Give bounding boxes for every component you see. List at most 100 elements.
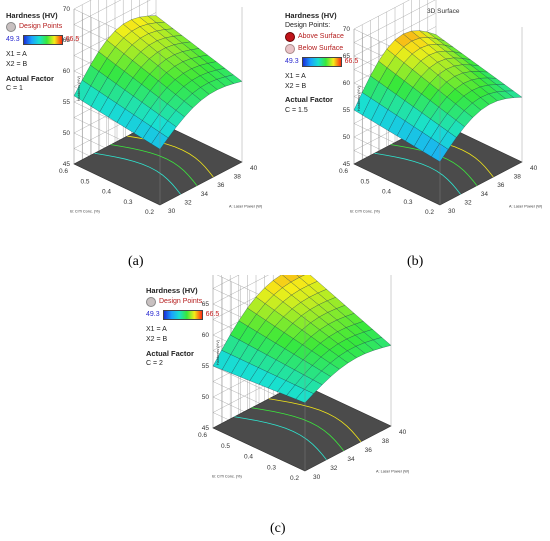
legend-above-surface: Above Surface [285, 31, 358, 42]
z-tick-label: 70 [343, 26, 351, 33]
z-tick-label: 55 [63, 99, 71, 106]
floor-contours [234, 398, 362, 461]
y-tick-label: 0.2 [425, 209, 434, 216]
x1-mapping: X1 = A [6, 51, 27, 59]
range-low: 49.3 [285, 58, 299, 66]
y-axis-label: B: CrTi Conc. (%) [350, 210, 380, 214]
x-tick-label: 34 [481, 191, 489, 198]
below-surface-marker-icon [285, 43, 295, 54]
contour-line [268, 398, 362, 443]
color-ramp-bar [22, 35, 63, 46]
legend-below-surface: Below Surface [285, 43, 358, 54]
contour-line [234, 416, 327, 461]
design-point-label: Design Points [19, 23, 63, 31]
y-tick-label: 0.5 [360, 178, 369, 185]
color-ramp: 49.3 66.5 [285, 56, 359, 67]
x-axis-label: A: Laser Power (W) [509, 205, 543, 209]
surface-chart-c: 45 50 55 60 65 70 Hardness (HV) 30 32 34 36 38 40 A: … [198, 275, 410, 482]
panel-b: 45 50 55 60 65 70 Hardness (HV) 30 32 34 36 38 40 A: … [275, 0, 550, 275]
legend-c: Hardness (HV) Design Points 49.3 66.5 X1… [146, 286, 220, 368]
z-tick-label: 50 [202, 394, 210, 401]
design-points-heading: Design Points: [285, 22, 331, 30]
x1-mapping: X1 = A [285, 72, 306, 80]
z-tick-label: 70 [63, 6, 71, 13]
y-tick-label: 0.3 [403, 199, 412, 206]
wall-grid-line [212, 275, 240, 289]
design-point-marker-icon [6, 22, 16, 33]
legend-b: Hardness (HV) Design Points: Above Surfa… [285, 11, 359, 114]
above-surface-label: Above Surface [298, 33, 344, 41]
y-axis: 0.2 0.3 0.4 0.5 0.6 B: CrTi Conc. (%) [59, 168, 154, 216]
y-tick-label: 0.6 [198, 432, 207, 439]
x-tick-label: 30 [313, 474, 321, 481]
contour-line [94, 152, 181, 195]
x-tick-label: 36 [365, 447, 373, 454]
x-tick-label: 40 [399, 429, 407, 436]
x-tick-label: 40 [250, 165, 258, 172]
x-axis: 30 32 34 36 38 40 A: Laser Power (W) [313, 429, 410, 481]
range-high: 66.5 [344, 58, 359, 66]
range-high: 66.5 [205, 311, 220, 319]
x-axis-label: A: Laser Power (W) [229, 205, 263, 209]
design-point-marker-icon [146, 297, 156, 308]
z-tick-label: 65 [63, 37, 71, 44]
y-tick-label: 0.5 [221, 443, 230, 450]
actual-factor-label: Actual Factor [6, 73, 54, 83]
z-axis: 45 50 55 60 65 70 Hardness (HV) [202, 275, 220, 432]
z-axis: 45 50 55 60 65 70 Hardness (HV) [343, 26, 361, 168]
z-axis-label: Hardness (HV) [77, 75, 81, 101]
range-low: 49.3 [146, 311, 160, 319]
y-tick-label: 0.2 [290, 475, 299, 482]
z-tick-label: 65 [202, 301, 210, 308]
z-tick-label: 60 [63, 68, 71, 75]
panel-a: 45 50 55 60 65 70 Hardness (HV) 30 32 34 36 38 40 A: … [0, 0, 270, 275]
z-tick-label: 50 [63, 130, 71, 137]
legend-design-point: Design Points [6, 22, 79, 33]
y-tick-label: 0.5 [80, 178, 89, 185]
color-ramp-bar [301, 56, 342, 67]
z-tick-label: 60 [343, 80, 351, 87]
color-ramp: 49.3 66.5 [6, 35, 80, 46]
x-tick-label: 38 [514, 174, 522, 181]
y-axis-label: B: CrTi Conc. (%) [70, 210, 100, 214]
z-tick-label: 45 [63, 161, 71, 168]
z-tick-label: 60 [202, 332, 210, 339]
actual-factor-value: C = 2 [146, 359, 163, 367]
y-tick-label: 0.6 [339, 168, 348, 175]
x-tick-label: 30 [448, 208, 456, 215]
x-axis: 30 32 34 36 38 40 A: Laser Power (W) [448, 165, 543, 215]
wall-grid-line [73, 0, 92, 10]
x-tick-label: 32 [330, 465, 338, 472]
y-tick-label: 0.4 [244, 454, 253, 461]
legend-heading: Hardness (HV) [285, 11, 337, 20]
surface-chart-a: 45 50 55 60 65 70 Hardness (HV) 30 32 34 36 38 40 A: … [59, 0, 263, 216]
legend-heading: Hardness (HV) [146, 286, 198, 295]
design-point-label: Design Points [159, 298, 203, 306]
surface-cell [224, 74, 243, 84]
surface-cell [372, 337, 392, 348]
z-tick-label: 45 [202, 425, 210, 432]
z-tick-label: 45 [343, 161, 351, 168]
above-surface-marker-icon [285, 31, 295, 42]
color-ramp: 49.3 66.5 [146, 310, 220, 321]
range-low: 49.3 [6, 36, 20, 44]
actual-factor-value: C = 1 [6, 84, 23, 92]
box-edges [439, 27, 523, 205]
response-surface [212, 275, 392, 403]
y-axis: 0.2 0.3 0.4 0.5 0.6 B: CrTi Conc. (%) [198, 432, 299, 482]
box-edges [159, 7, 243, 205]
y-tick-label: 0.2 [145, 209, 154, 216]
z-axis: 45 50 55 60 65 70 Hardness (HV) [63, 6, 81, 168]
range-high: 66.5 [65, 36, 80, 44]
z-axis-label: Hardness (HV) [216, 339, 220, 365]
x1-mapping: X1 = A [146, 326, 167, 334]
y-axis: 0.2 0.3 0.4 0.5 0.6 B: CrTi Conc. (%) [339, 168, 434, 216]
legend-heading: Hardness (HV) [6, 11, 58, 20]
z-axis-label: Hardness (HV) [357, 85, 361, 111]
x-tick-label: 32 [464, 199, 472, 206]
x-tick-label: 32 [184, 199, 192, 206]
box-edges [304, 275, 392, 471]
contour-line [110, 144, 198, 186]
x-tick-label: 38 [234, 174, 242, 181]
response-surface [353, 30, 523, 163]
